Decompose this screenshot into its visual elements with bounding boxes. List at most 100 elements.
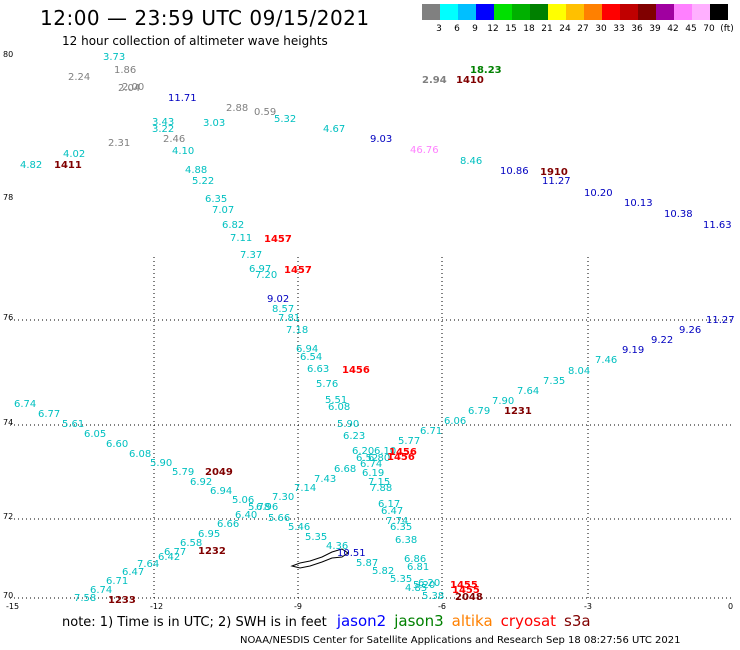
wave-height-label: 2.88 — [226, 103, 248, 114]
lon-tick-label: 0 — [728, 602, 733, 611]
lon-tick-label: -6 — [438, 602, 446, 611]
wave-height-label: 7.90 — [492, 396, 514, 407]
wave-height-label: 6.79 — [468, 406, 490, 417]
wave-height-label: 10.86 — [500, 166, 529, 177]
wave-height-label: 6.66 — [217, 519, 239, 530]
scale-swatch — [602, 4, 620, 20]
wave-height-label: 6.58 — [180, 538, 202, 549]
wave-height-label: 10.20 — [584, 188, 613, 199]
time-label: 2.94 — [422, 75, 447, 86]
axis-ticks: 80 78 76 74 72 70 -15 -12 -9 -6 -3 0 — [3, 50, 733, 611]
wave-height-label: 7.14 — [294, 483, 316, 494]
wave-height-label: 3.03 — [203, 118, 225, 129]
wave-height-label: 5.76 — [316, 379, 338, 390]
wave-height-label: 10.13 — [624, 198, 653, 209]
wave-height-label: 9.19 — [622, 345, 644, 356]
wave-height-label: 6.80 — [368, 453, 390, 464]
wave-height-label: 4.85 — [405, 583, 427, 594]
wave-height-label: 4.88 — [185, 165, 207, 176]
wave-height-label: 6.96 — [256, 502, 278, 513]
wave-height-label: 6.60 — [106, 439, 128, 450]
wave-height-label: 6.74 — [90, 585, 112, 596]
lat-tick-label: 78 — [3, 193, 13, 202]
wave-height-label: 6.05 — [84, 429, 106, 440]
wave-height-label: 5.51 — [325, 395, 347, 406]
scale-swatch — [422, 4, 440, 20]
scale-swatch — [476, 4, 494, 20]
wave-height-label: 7.11 — [230, 233, 252, 244]
time-label: 1231 — [504, 406, 532, 417]
scale-label: 45 — [685, 24, 697, 34]
scale-label: 12 — [487, 24, 499, 34]
wave-height-label: 5.20 — [413, 580, 435, 591]
scale-label: 33 — [613, 24, 625, 34]
wave-height-label: 6.74 — [14, 399, 36, 410]
scale-swatch — [494, 4, 512, 20]
wave-height-label: 6.20 — [352, 446, 374, 457]
wave-height-label: 7.30 — [272, 492, 294, 503]
satellite-jason3: jason3 — [394, 612, 444, 630]
wave-height-label: 5.78 — [248, 502, 270, 513]
time-label: 1410 — [456, 75, 484, 86]
wave-height-label: 6.94 — [210, 486, 232, 497]
wave-height-label: 7.07 — [212, 205, 234, 216]
wave-height-label: 7.20 — [255, 270, 277, 281]
credit-line: NOAA/NESDIS Center for Satellite Applica… — [240, 635, 681, 646]
scale-swatch — [440, 4, 458, 20]
wave-height-label: 3.22 — [152, 124, 174, 135]
wave-height-label: 7.81 — [278, 313, 300, 324]
wave-height-label: 4.36 — [326, 541, 348, 552]
lat-tick-label: 72 — [3, 512, 13, 521]
time-label: 1456 — [342, 365, 370, 376]
scale-swatch — [638, 4, 656, 20]
scale-swatch — [692, 4, 710, 20]
wave-height-label: 9.26 — [679, 325, 701, 336]
satellite-jason2: jason2 — [336, 612, 387, 630]
time-label: 1455 — [452, 585, 480, 596]
wave-height-label: 6.08 — [129, 449, 151, 460]
wave-height-label: 5.46 — [288, 522, 310, 533]
wave-height-label: 6.19 — [362, 468, 384, 479]
wave-height-label: 3.43 — [152, 117, 174, 128]
wave-height-label: 9.22 — [651, 335, 673, 346]
scale-swatch — [674, 4, 692, 20]
scale-swatch — [620, 4, 638, 20]
lat-tick-label: 80 — [3, 50, 13, 59]
lat-tick-label: 76 — [3, 313, 13, 322]
wave-height-label: 6.92 — [190, 477, 212, 488]
wave-height-label: 5.22 — [192, 176, 214, 187]
scale-label: 36 — [631, 24, 643, 34]
wave-height-label: 5.06 — [232, 495, 254, 506]
wave-height-label: 6.35 — [390, 522, 412, 533]
time-label: 1457 — [264, 234, 292, 245]
wave-height-label: 5.77 — [398, 436, 420, 447]
wave-height-label: 2.24 — [68, 72, 90, 83]
wave-height-label: 7.15 — [368, 477, 390, 488]
scale-label: (ft) — [720, 24, 734, 34]
time-label: 2048 — [455, 592, 483, 603]
wave-height-label: 7.58 — [74, 593, 96, 604]
wave-height-label: 46.76 — [410, 145, 439, 156]
lon-tick-label: -9 — [294, 602, 302, 611]
lat-tick-label: 70 — [3, 591, 13, 600]
wave-height-label: 8.46 — [460, 156, 482, 167]
wave-height-label: 6.68 — [334, 464, 356, 475]
time-label: 1910 — [540, 167, 568, 178]
wave-height-label: 6.20 — [418, 578, 440, 589]
footer-note: note: 1) Time is in UTC; 2) SWH is in fe… — [62, 612, 605, 630]
wave-height-label: 7.64 — [517, 386, 539, 397]
scale-label: 3 — [436, 24, 442, 34]
scale-swatch — [458, 4, 476, 20]
wave-height-label: 6.52 — [356, 453, 378, 464]
wave-height-label: 6.47 — [122, 567, 144, 578]
wave-height-label: 7.37 — [240, 250, 262, 261]
time-label: 2049 — [205, 467, 233, 478]
wave-height-label: 6.40 — [235, 510, 257, 521]
scale-label: 70 — [703, 24, 715, 34]
scale-swatch — [584, 4, 602, 20]
wave-height-label: 6.47 — [381, 506, 403, 517]
wave-height-label: 6.42 — [158, 552, 180, 563]
wave-height-label: 6.23 — [343, 431, 365, 442]
footer-note-text: note: 1) Time is in UTC; 2) SWH is in fe… — [62, 615, 327, 630]
